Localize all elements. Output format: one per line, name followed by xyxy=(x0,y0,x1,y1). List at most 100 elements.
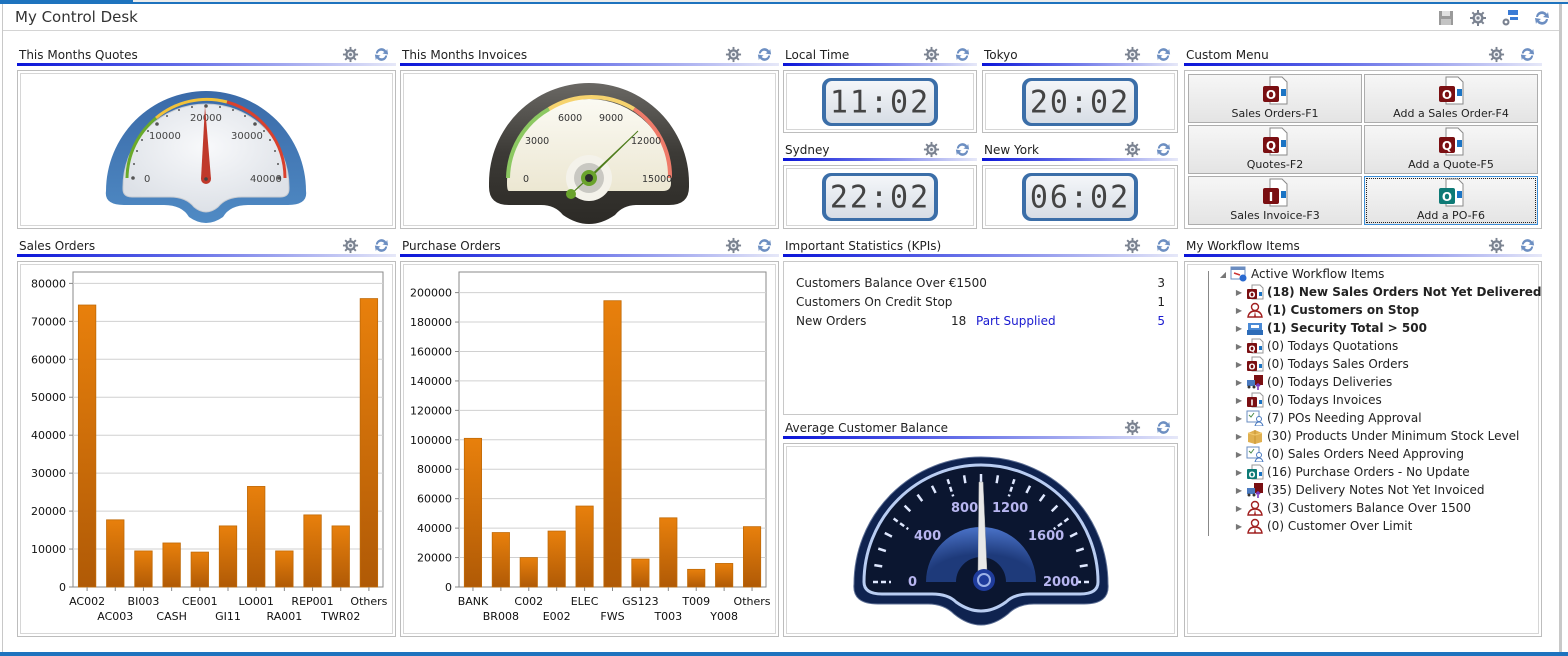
tree-root[interactable]: ◢ Active Workflow Items xyxy=(1218,265,1384,283)
expand-arrow-icon[interactable]: ▶ xyxy=(1235,431,1243,441)
gear-icon[interactable] xyxy=(1488,46,1505,63)
refresh-icon[interactable] xyxy=(1155,141,1172,158)
save-icon[interactable] xyxy=(1437,9,1455,27)
workflow-item[interactable]: ▶ O (0) Todays Sales Orders xyxy=(1234,355,1409,373)
bar[interactable] xyxy=(575,505,594,588)
workflow-item[interactable]: ▶ Q (0) Todays Quotations xyxy=(1234,337,1398,355)
gear-icon[interactable] xyxy=(1469,9,1487,27)
expand-arrow-icon[interactable]: ▶ xyxy=(1235,341,1243,351)
bar[interactable] xyxy=(603,300,622,588)
refresh-icon[interactable] xyxy=(954,141,971,158)
bar[interactable] xyxy=(687,568,706,588)
part-supplied-link[interactable]: Part Supplied xyxy=(976,314,1056,328)
expand-arrow-icon[interactable]: ▶ xyxy=(1235,521,1243,531)
workflow-item[interactable]: ▶ O (16) Purchase Orders - No Update xyxy=(1234,463,1470,481)
bar[interactable] xyxy=(659,517,678,588)
bar[interactable] xyxy=(77,304,97,588)
workflow-item[interactable]: ▶ (35) Delivery Notes Not Yet Invoiced xyxy=(1234,481,1485,499)
workflow-item[interactable]: ▶ O (18) New Sales Orders Not Yet Delivere… xyxy=(1234,283,1541,301)
bar[interactable] xyxy=(275,550,294,588)
refresh-icon[interactable] xyxy=(1155,419,1172,436)
tree-label: (0) Customer Over Limit xyxy=(1267,519,1413,533)
kpi-row[interactable]: Customers Balance Over €1500 3 xyxy=(796,276,1165,295)
expand-arrow-icon[interactable]: ▶ xyxy=(1235,467,1243,477)
refresh-icon[interactable] xyxy=(1519,237,1536,254)
workflow-item[interactable]: ▶ (7) POs Needing Approval xyxy=(1234,409,1422,427)
expand-arrow-icon[interactable]: ▶ xyxy=(1235,287,1243,297)
add-sales-order-button[interactable]: O Add a Sales Order-F4 xyxy=(1364,74,1538,123)
refresh-icon[interactable] xyxy=(373,237,390,254)
refresh-icon[interactable] xyxy=(1155,237,1172,254)
workflow-item[interactable]: ▶ (0) Sales Orders Need Approving xyxy=(1234,445,1464,463)
gear-icon[interactable] xyxy=(1124,46,1141,63)
gear-icon[interactable] xyxy=(1124,141,1141,158)
bar[interactable] xyxy=(247,486,266,588)
expand-arrow-icon[interactable]: ▶ xyxy=(1235,377,1243,387)
bar[interactable] xyxy=(106,519,125,588)
refresh-icon[interactable] xyxy=(756,46,773,63)
bar[interactable] xyxy=(331,525,350,588)
add-po-button[interactable]: O Add a PO-F6 xyxy=(1364,176,1538,225)
kpi-row[interactable]: New Orders 18 Part Supplied 5 xyxy=(796,314,1165,333)
expand-arrow-icon[interactable]: ▶ xyxy=(1235,305,1243,315)
workflow-item[interactable]: ▶ (3) Customers Balance Over 1500 xyxy=(1234,499,1471,517)
clock-time: 22:02 xyxy=(826,176,934,218)
add-quote-button[interactable]: Q Add a Quote-F5 xyxy=(1364,125,1538,174)
bar[interactable] xyxy=(162,542,181,588)
expand-arrow-icon[interactable]: ▶ xyxy=(1235,503,1243,513)
gear-icon[interactable] xyxy=(725,46,742,63)
bar[interactable] xyxy=(359,298,379,588)
bar[interactable] xyxy=(631,558,650,588)
bar[interactable] xyxy=(190,551,209,588)
bar[interactable] xyxy=(303,514,322,588)
gear-icon[interactable] xyxy=(923,46,940,63)
gear-icon[interactable] xyxy=(1124,237,1141,254)
expand-arrow-icon[interactable]: ▶ xyxy=(1235,413,1243,423)
gear-icon[interactable] xyxy=(923,141,940,158)
workflow-item[interactable]: ▶ (30) Products Under Minimum Stock Level xyxy=(1234,427,1519,445)
quotes-button[interactable]: Q Quotes-F2 xyxy=(1188,125,1362,174)
expand-arrow-icon[interactable]: ▶ xyxy=(1235,323,1243,333)
expand-arrow-icon[interactable]: ▶ xyxy=(1235,485,1243,495)
workflow-item[interactable]: ▶ I (0) Todays Invoices xyxy=(1234,391,1382,409)
bar[interactable] xyxy=(547,530,566,588)
refresh-icon[interactable] xyxy=(1533,9,1551,27)
expand-arrow-icon[interactable]: ▶ xyxy=(1235,395,1243,405)
bar[interactable] xyxy=(134,550,153,588)
workflow-item[interactable]: ▶ (1) Customers on Stop xyxy=(1234,301,1419,319)
panel-title: Sales Orders xyxy=(19,239,96,253)
refresh-icon[interactable] xyxy=(1519,46,1536,63)
workflow-item[interactable]: ▶ (0) Todays Deliveries xyxy=(1234,373,1392,391)
refresh-icon[interactable] xyxy=(1155,46,1172,63)
bar[interactable] xyxy=(715,563,734,588)
bar[interactable] xyxy=(742,526,762,588)
y-tick-label: 0 xyxy=(59,581,66,594)
sales-orders-button[interactable]: O Sales Orders-F1 xyxy=(1188,74,1362,123)
gear-icon[interactable] xyxy=(1124,419,1141,436)
y-tick-label: 60000 xyxy=(417,493,452,506)
bar[interactable] xyxy=(491,532,510,588)
gear-icon[interactable] xyxy=(342,46,359,63)
expand-arrow-icon[interactable]: ▶ xyxy=(1235,359,1243,369)
control-desk-window: My Control Desk This Months Quotes xyxy=(2,4,1562,652)
bar[interactable] xyxy=(463,437,483,588)
expand-arrow-icon[interactable]: ▶ xyxy=(1235,449,1243,459)
layout-manager-icon[interactable] xyxy=(1501,9,1519,27)
local-time-panel: Local Time 11:02 xyxy=(783,44,977,133)
kpi-row[interactable]: Customers On Credit Stop 1 xyxy=(796,295,1165,314)
refresh-icon[interactable] xyxy=(954,46,971,63)
gear-icon[interactable] xyxy=(342,237,359,254)
collapse-arrow-icon[interactable]: ◢ xyxy=(1219,269,1227,279)
refresh-icon[interactable] xyxy=(756,237,773,254)
bar[interactable] xyxy=(218,525,238,588)
sales-invoice-button[interactable]: I Sales Invoice-F3 xyxy=(1188,176,1362,225)
x-tick-label: E002 xyxy=(543,610,571,623)
workflow-item[interactable]: ▶ (1) Security Total > 500 xyxy=(1234,319,1427,337)
bar[interactable] xyxy=(519,557,538,588)
gear-icon[interactable] xyxy=(1488,237,1505,254)
refresh-icon[interactable] xyxy=(373,46,390,63)
approval-icon xyxy=(1246,410,1264,426)
x-tick-label: T009 xyxy=(681,595,710,608)
gear-icon[interactable] xyxy=(725,237,742,254)
workflow-item[interactable]: ▶ (0) Customer Over Limit xyxy=(1234,517,1412,535)
